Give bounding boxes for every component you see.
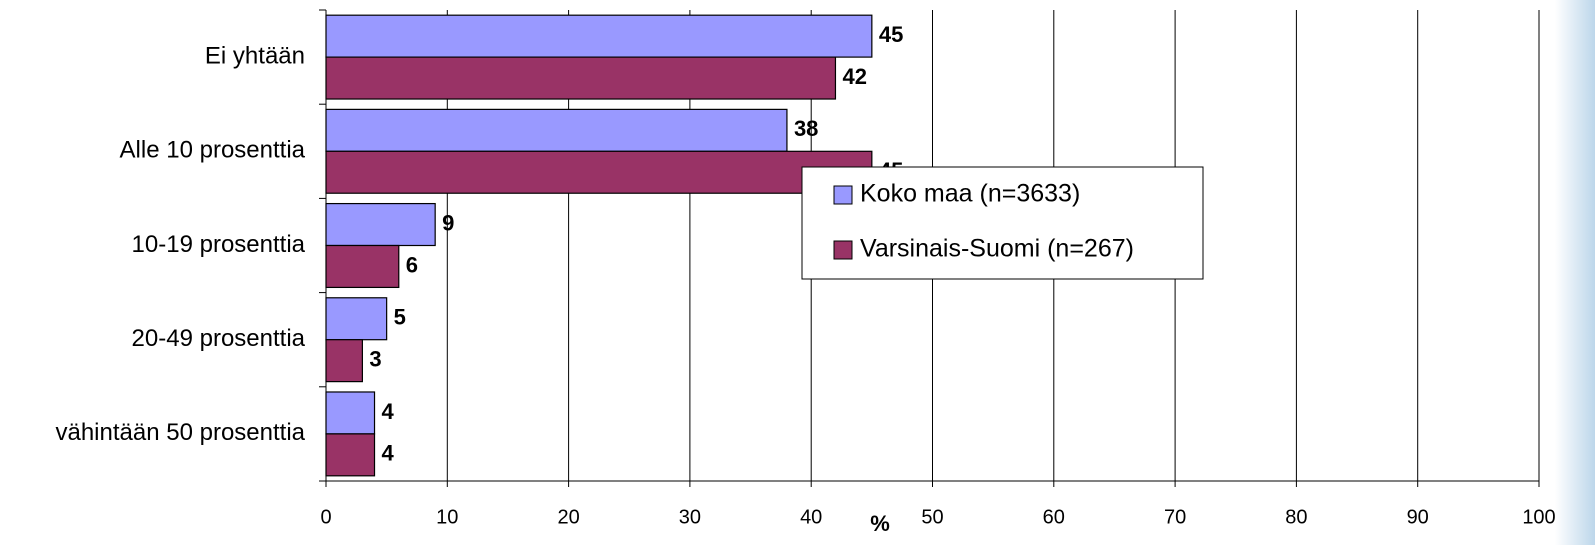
legend-box	[801, 166, 1204, 280]
x-tick-label: 90	[1407, 506, 1429, 528]
legend-label: Varsinais-Suomi (n=267)	[860, 235, 1134, 263]
bar	[325, 339, 363, 383]
x-tick-label: 0	[320, 506, 331, 528]
bar	[325, 56, 837, 100]
y-tick-label: vähintään 50 prosenttia	[55, 419, 305, 446]
x-tick-label: 80	[1285, 506, 1307, 528]
edge-decoration	[1555, 0, 1595, 545]
y-tick-label: Alle 10 prosenttia	[120, 137, 306, 164]
data-label: 5	[394, 305, 406, 330]
data-label: 6	[406, 252, 418, 277]
bar	[325, 202, 436, 247]
data-label: 4	[382, 441, 395, 466]
y-tick-label: Ei yhtään	[205, 42, 305, 69]
x-tick-label: 100	[1522, 506, 1555, 528]
data-label: 38	[794, 116, 818, 141]
y-tick-label: 10-19 prosenttia	[132, 231, 306, 258]
data-label: 3	[369, 346, 381, 371]
x-tick-label: 30	[679, 506, 701, 528]
x-axis-label: %	[870, 511, 890, 536]
bar	[325, 108, 788, 152]
legend-label: Koko maa (n=3633)	[860, 180, 1080, 208]
x-tick-label: 50	[921, 506, 943, 528]
x-tick-label: 10	[436, 506, 458, 528]
x-tick-label: 20	[557, 506, 579, 528]
x-tick-label: 70	[1164, 506, 1186, 528]
x-tick-label: 40	[800, 506, 822, 528]
data-label: 42	[842, 64, 866, 89]
x-tick-label: 60	[1043, 506, 1065, 528]
y-tick-label: 20-49 prosenttia	[132, 325, 306, 352]
data-label: 9	[442, 210, 454, 235]
legend-swatch	[833, 240, 853, 260]
data-label: 4	[382, 399, 395, 424]
bar	[325, 14, 873, 58]
bar	[325, 391, 376, 435]
bar	[325, 150, 873, 194]
bar	[325, 297, 388, 341]
data-label: 45	[879, 22, 903, 47]
bar	[325, 433, 376, 477]
bar	[325, 244, 400, 289]
legend-swatch	[833, 185, 853, 205]
